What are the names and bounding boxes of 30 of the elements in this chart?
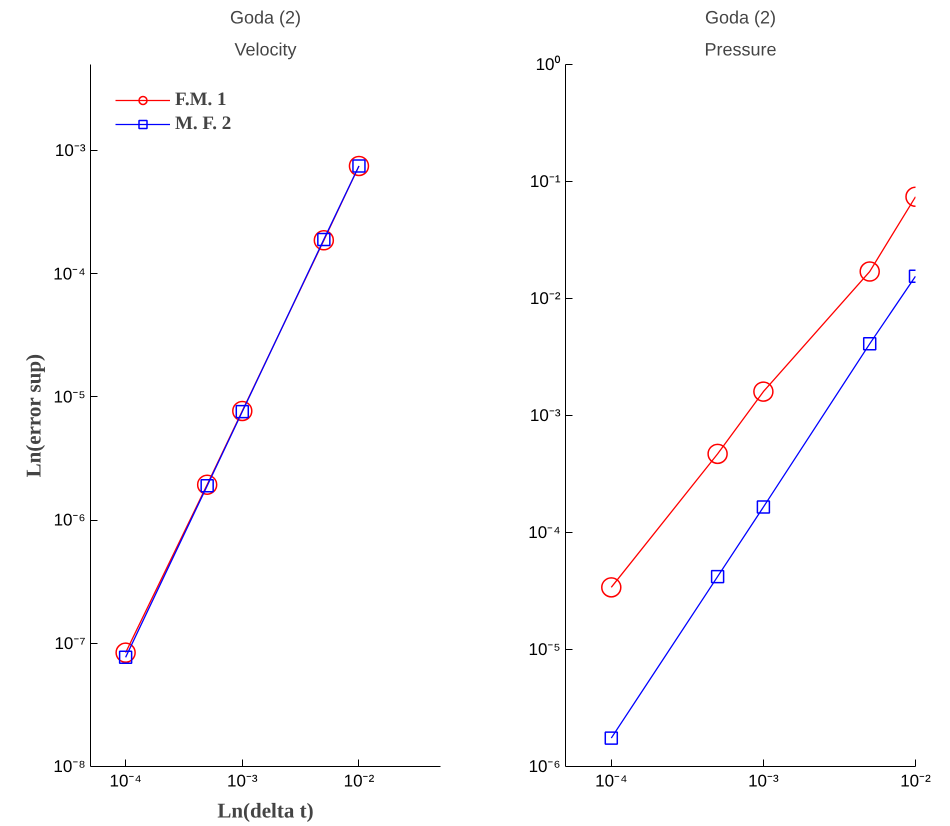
y-tick-label: 10⁻⁶ xyxy=(54,510,86,530)
x-tick-label: 10⁻³ xyxy=(748,772,780,790)
y-axis-title: Ln(error sup) xyxy=(21,354,46,478)
y-tick-label: 10⁻⁴ xyxy=(53,264,86,284)
y-tick-label: 10⁻⁸ xyxy=(53,757,86,776)
chart-subtitle: Pressure xyxy=(704,40,777,60)
y-tick-label: 10⁻³ xyxy=(530,406,561,425)
y-tick-label: 10⁻⁷ xyxy=(54,634,86,653)
y-tick-label: 10⁻² xyxy=(530,289,561,308)
point xyxy=(115,642,136,663)
y-tick-label: 10⁰ xyxy=(536,55,561,74)
legend-label: F.M. 1 xyxy=(175,89,227,111)
x-tick-label: 10⁻² xyxy=(344,772,375,790)
point xyxy=(348,156,370,176)
y-tick-label: 10⁻⁵ xyxy=(54,387,86,406)
x-axis-title: Ln(delta t) xyxy=(217,798,314,822)
y-tick-label: 10⁻¹ xyxy=(530,172,561,191)
x-tick-label: 10⁻⁴ xyxy=(595,772,628,790)
y-tick-label: 10⁻⁴ xyxy=(528,523,561,542)
y-tick-label: 10⁻³ xyxy=(54,141,86,160)
y-tick-label: 10⁻⁶ xyxy=(528,757,561,776)
chart-subtitle: Velocity xyxy=(234,40,297,60)
chart-title: Goda (2) xyxy=(230,8,302,28)
x-tick-label: 10⁻⁴ xyxy=(110,772,142,790)
legend-label: M. F. 2 xyxy=(175,113,232,135)
x-tick-label: 10⁻² xyxy=(900,772,932,790)
y-tick-label: 10⁻⁵ xyxy=(528,640,561,659)
chart-title: Goda (2) xyxy=(704,8,776,28)
x-tick-label: 10⁻³ xyxy=(227,772,258,790)
point xyxy=(232,400,253,422)
